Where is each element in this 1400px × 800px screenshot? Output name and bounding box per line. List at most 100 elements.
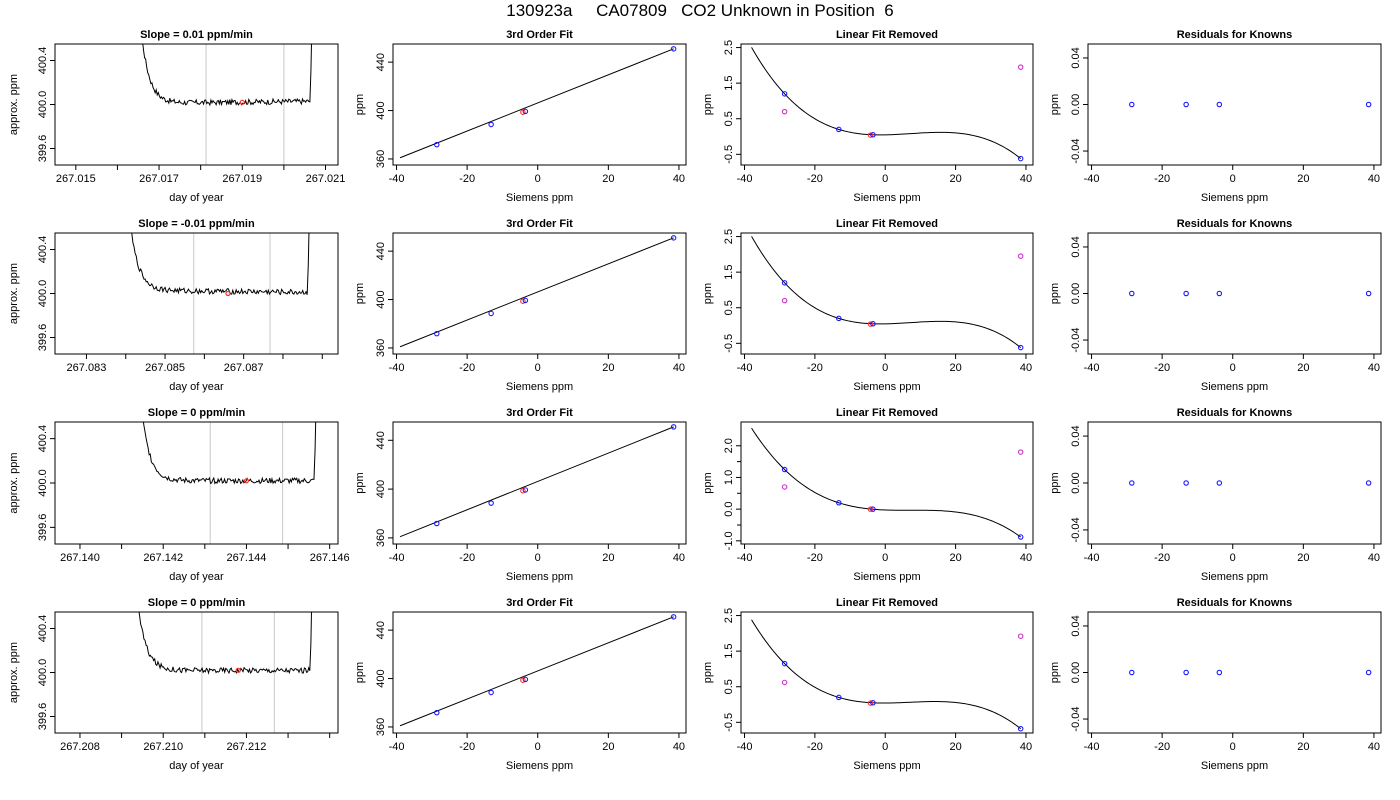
y-tick-label: 2.0 <box>723 438 735 453</box>
panel-r2c3: Linear Fit Removed -40 -20 0 20 40 -0.5 0.5 1.5 2… <box>702 218 1034 393</box>
y-tick-label: 399.6 <box>37 135 49 163</box>
y-tick-label: 400 <box>375 101 387 119</box>
panel-data <box>751 619 1024 732</box>
panel-r3c4: Residuals for Knowns -40 -20 0 20 40 -0.04 0.00… <box>1049 407 1382 583</box>
known-point <box>1183 290 1189 297</box>
y-axis-label: approx. ppm <box>8 452 20 513</box>
x-tick-label: 267.017 <box>139 173 179 185</box>
y-tick-label: 399.6 <box>37 703 49 731</box>
y-axis-label: ppm <box>1049 662 1061 683</box>
x-tick-label: -20 <box>1154 173 1170 185</box>
fit-curve <box>751 47 1021 159</box>
known-point <box>1129 669 1135 676</box>
known-point <box>1017 534 1024 540</box>
fit-line <box>399 48 674 159</box>
trace-line <box>131 233 310 296</box>
y-tick-label: 0.0 <box>723 501 735 516</box>
x-tick-label: 267.144 <box>227 552 267 564</box>
x-tick-label: -20 <box>807 741 823 753</box>
removed-point <box>781 297 788 304</box>
y-tick-label: 360 <box>375 529 387 547</box>
y-axis-label: ppm <box>1049 283 1061 304</box>
panel-data <box>138 612 312 733</box>
known-point <box>670 614 677 620</box>
known-point <box>488 121 494 128</box>
x-tick-label: 40 <box>673 362 685 374</box>
x-tick-label: 0 <box>535 552 541 564</box>
y-tick-label: 440 <box>375 53 387 71</box>
x-tick-label: -20 <box>459 362 475 374</box>
y-tick-label: 400.4 <box>37 47 49 75</box>
known-point <box>434 330 440 337</box>
y-axis-label: ppm <box>702 662 714 683</box>
x-tick-label: 20 <box>949 173 961 185</box>
panel-r4c1: Slope = 0 ppm/min 267.208 267.210 267.212 39… <box>8 597 339 772</box>
known-point <box>1216 480 1223 486</box>
known-point <box>836 500 842 506</box>
known-point <box>781 660 788 667</box>
panel-title: Slope = 0.01 ppm/min <box>140 29 253 41</box>
removed-point <box>1017 633 1024 639</box>
known-point <box>434 141 440 148</box>
x-tick-label: 267.015 <box>56 173 96 185</box>
y-tick-label: 0.04 <box>1070 236 1082 257</box>
plot-frame <box>54 232 339 355</box>
x-axis-label: Siemens ppm <box>1201 760 1268 772</box>
figure-title: 130923a CA07809 CO2 Unknown in Position … <box>506 1 894 20</box>
y-tick-label: 399.6 <box>37 514 49 542</box>
y-tick-label: 0.5 <box>723 300 735 315</box>
y-tick-label: -0.5 <box>723 713 735 732</box>
x-tick-label: 20 <box>602 362 614 374</box>
y-tick-label: 1.5 <box>723 644 735 659</box>
x-tick-label: 20 <box>949 552 961 564</box>
panel-data <box>399 46 677 159</box>
known-point <box>522 108 529 115</box>
panel-title: Slope = 0 ppm/min <box>148 407 246 419</box>
known-point <box>836 126 842 133</box>
plot-frame <box>1087 611 1382 734</box>
panel-r1c3: Linear Fit Removed -40 -20 0 20 40 -0.5 0.5 1.5 2… <box>702 29 1034 204</box>
y-tick-label: 2.5 <box>723 608 735 623</box>
y-tick-label: 400 <box>375 290 387 308</box>
y-axis-label: ppm <box>354 472 366 493</box>
panel-r1c2: 3rd Order Fit -40 -20 0 20 40 360 400 440 Siemens… <box>354 29 687 204</box>
x-tick-label: 40 <box>1368 741 1380 753</box>
panel-r4c3: Linear Fit Removed -40 -20 0 20 40 -0.5 0.5 1.5 2… <box>702 597 1034 772</box>
y-tick-label: 440 <box>375 621 387 639</box>
removed-point <box>1017 64 1024 70</box>
known-point <box>870 506 876 512</box>
fit-line <box>399 426 674 538</box>
unknown-point <box>867 321 874 327</box>
y-tick-label: 0.04 <box>1070 615 1082 636</box>
trace-line <box>138 612 312 675</box>
x-tick-label: -40 <box>1084 362 1100 374</box>
removed-point <box>781 108 788 115</box>
unknown-marker <box>243 478 250 484</box>
plot-frame <box>392 43 687 166</box>
unknown-point <box>867 132 874 138</box>
unknown-point <box>520 109 526 115</box>
panel-title: Linear Fit Removed <box>836 407 938 419</box>
y-tick-label: 0.00 <box>1070 283 1082 304</box>
y-tick-label: 0.00 <box>1070 94 1082 115</box>
known-point <box>434 520 440 527</box>
removed-point <box>781 484 788 490</box>
x-axis-label: day of year <box>169 381 224 393</box>
panel-r4c4: Residuals for Knowns -40 -20 0 20 40 -0.04 0.00… <box>1049 597 1382 772</box>
known-point <box>1017 155 1024 162</box>
y-tick-label: 1.5 <box>723 265 735 280</box>
plot-frame <box>1087 43 1382 166</box>
x-tick-label: -20 <box>459 552 475 564</box>
x-tick-label: -40 <box>737 552 753 564</box>
panel-title: Slope = 0 ppm/min <box>148 597 246 609</box>
plot-frame <box>740 43 1034 166</box>
x-tick-label: 267.019 <box>222 173 262 185</box>
fit-line <box>399 616 674 727</box>
known-point <box>870 132 876 138</box>
panel-data <box>1129 290 1372 297</box>
known-point <box>1129 480 1135 486</box>
x-axis-label: Siemens ppm <box>1201 381 1268 393</box>
x-tick-label: 40 <box>1020 173 1032 185</box>
known-point <box>1216 669 1223 676</box>
known-point <box>870 320 876 327</box>
